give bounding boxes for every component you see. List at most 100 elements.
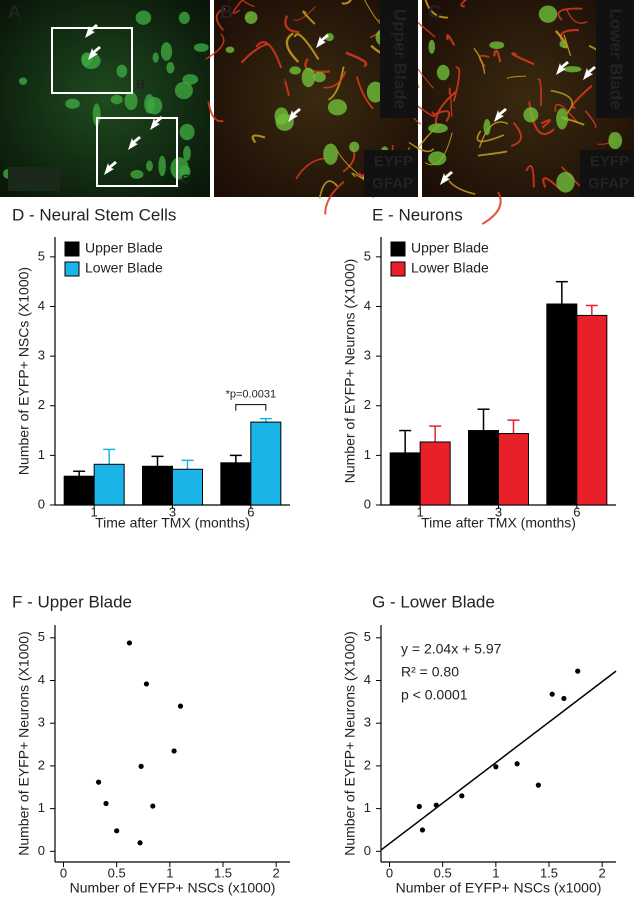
significance-bracket [235,404,267,411]
cell [65,98,80,109]
arrow [440,171,453,185]
chart-title: G - Lower Blade [372,592,495,611]
annotation: *p=0.0031 [226,389,276,401]
fiber [324,180,345,215]
y-tick-label: 4 [38,672,45,687]
fiber [506,75,526,79]
cell [366,81,384,103]
y-axis-label: Number of EYFP+ Neurons (X1000) [342,259,358,484]
x-tick-label: 0.5 [108,865,126,880]
cell [160,42,173,61]
stain-label: EYFP [14,171,53,188]
fiber [565,8,588,24]
bar [419,441,451,506]
fiber [255,41,283,69]
point [459,793,465,799]
fiber [448,180,476,195]
x-tick-label: 2 [273,865,280,880]
region-label: Upper Blade [391,9,410,109]
point [177,703,184,709]
cell [158,155,166,177]
cell [483,119,491,136]
fiber [293,6,317,21]
fiber [584,110,597,129]
x-tick-label: 0 [60,865,67,880]
bar [220,462,252,506]
bar [389,452,421,506]
point [575,668,581,674]
point [150,803,156,809]
cell [124,91,138,111]
cell [275,113,294,131]
fiber [460,0,468,8]
y-tick-label: 3 [38,715,45,730]
x-tick-label: 1 [417,504,424,519]
y-tick-label: 5 [38,248,45,263]
fiber [207,101,224,123]
cell [436,64,450,81]
arrow [104,161,117,175]
fiber [448,87,453,117]
cell [301,67,316,88]
x-tick-label: 6 [573,504,580,519]
stain-label: EYFP [374,153,413,170]
legend-swatch [390,261,406,277]
legend-label: Lower Blade [85,260,163,276]
fiber [302,10,316,25]
point [126,640,133,646]
cell [92,103,101,127]
panel-label: C [428,2,441,22]
fiber [434,90,457,126]
y-tick-label: 3 [364,348,371,363]
cell [563,66,582,73]
cell [135,10,152,25]
fiber [323,70,347,89]
bar [498,433,529,506]
label-bg [580,150,634,197]
y-tick-label: 5 [364,248,371,263]
point [535,782,541,788]
x-axis-label: Number of EYFP+ NSCs (x1000) [396,880,602,896]
fiber [563,34,572,57]
cell [608,132,623,150]
y-tick-label: 2 [364,397,371,412]
fiber [554,30,568,49]
micrographs: A B C EYFP B Upper Blade EYFP GFAP C Lower Blade E… [0,0,634,225]
fiber [537,78,542,107]
y-axis-label: Number of EYFP+ NSCs (X1000) [16,267,32,475]
point [137,840,143,846]
fiber [525,165,535,188]
fiber [251,134,266,144]
annotation: y = 2.04x + 5.97 [401,641,502,657]
cell [556,171,575,193]
panel-label: B [220,2,233,22]
fiber [355,76,374,110]
cell [170,157,189,180]
fiber [452,66,461,102]
x-tick-label: 2 [599,865,606,880]
y-axis-label: Number of EYFP+ Neurons (X1000) [16,631,32,856]
fiber [493,49,502,63]
cell [193,43,209,52]
x-tick-label: 0.5 [434,865,452,880]
x-tick-label: 1.5 [540,865,558,880]
bar [93,463,125,506]
fiber [215,7,226,31]
fiber [571,84,593,109]
chart-title: F - Upper Blade [12,592,132,611]
cell [178,11,190,24]
fiber [476,130,505,143]
fiber [241,0,256,7]
cell [289,66,301,75]
cell [110,94,123,105]
bar [468,430,499,506]
cell [183,145,191,161]
annotation: p < 0.0001 [401,687,468,703]
stain-label: GFAP [588,175,629,192]
label-bg [380,0,418,118]
fiber [205,33,225,60]
cell [428,39,436,54]
fiber [550,89,573,115]
